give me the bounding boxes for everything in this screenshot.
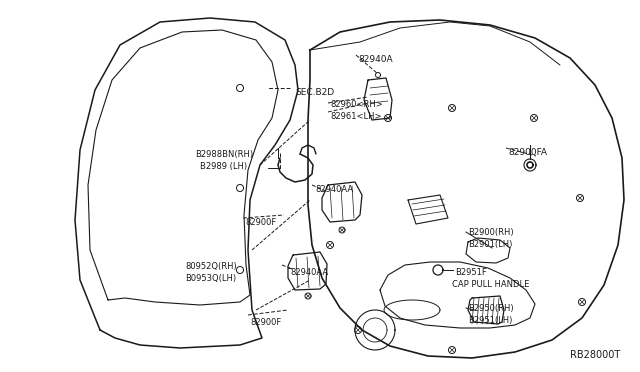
Text: RB28000T: RB28000T [570, 350, 620, 360]
Text: B2951F: B2951F [455, 268, 487, 277]
Text: B2951(LH): B2951(LH) [468, 316, 513, 325]
Text: B2900(RH): B2900(RH) [468, 228, 514, 237]
Text: B2950(RH): B2950(RH) [468, 304, 514, 313]
Text: 82960<RH>: 82960<RH> [330, 100, 383, 109]
Text: B2988BN(RH): B2988BN(RH) [195, 150, 253, 159]
Text: 82900F: 82900F [250, 318, 281, 327]
Text: B2989 (LH): B2989 (LH) [200, 162, 247, 171]
Text: 82900FA: 82900FA [508, 148, 547, 157]
Text: 82900F: 82900F [245, 218, 276, 227]
Text: CAP PULL HANDLE: CAP PULL HANDLE [452, 280, 529, 289]
Text: B2901(LH): B2901(LH) [468, 240, 513, 249]
Text: 82940AA: 82940AA [315, 185, 353, 194]
Text: 82940AA: 82940AA [290, 268, 328, 277]
Text: 82961<LH>: 82961<LH> [330, 112, 381, 121]
Text: 80952Q(RH): 80952Q(RH) [185, 262, 237, 271]
Text: B0953Q(LH): B0953Q(LH) [185, 274, 236, 283]
Text: 82940A: 82940A [358, 55, 392, 64]
Text: SEC.B2D: SEC.B2D [295, 88, 334, 97]
